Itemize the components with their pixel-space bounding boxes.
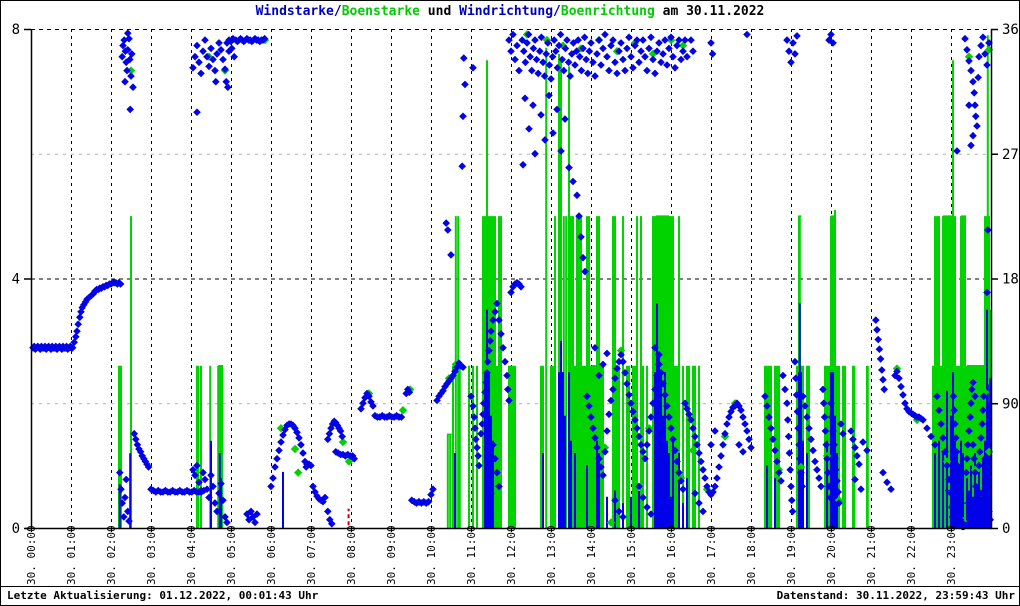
status-bar: Letzte Aktualisierung: 01.12.2022, 00:01… (1, 586, 1019, 605)
chart-title: Windstarke/Boenstarke und Windrichtung/B… (1, 4, 1019, 19)
x-axis-label: 30. 05:00 (225, 525, 238, 585)
last-update-text: Letzte Aktualisierung: 01.12.2022, 00:01… (7, 589, 319, 602)
left-axis-label: 8 (12, 22, 20, 38)
title-segment: am 30.11.2022 (654, 4, 765, 19)
x-axis-label: 30. 22:00 (905, 525, 918, 585)
x-axis-label: 30. 14:00 (585, 525, 598, 585)
title-segment: Boenstarke (341, 4, 420, 19)
x-axis-label: 30. 03:00 (145, 525, 158, 585)
x-axis-label: 30. 20:00 (825, 525, 838, 585)
title-segment: Windstarke/ (255, 4, 342, 19)
x-axis-label: 30. 17:00 (705, 525, 718, 585)
x-axis-label: 30. 23:00 (945, 525, 958, 585)
x-axis-label: 30. 08:00 (345, 525, 358, 585)
x-axis-label: 30. 07:00 (305, 525, 318, 585)
data-timestamp-text: Datenstand: 30.11.2022, 23:59:43 Uhr (776, 589, 1015, 602)
x-axis-label: 30. 21:00 (865, 525, 878, 585)
left-axis-label: 4 (12, 272, 20, 288)
right-axis-label: 0 (1002, 521, 1010, 537)
right-axis-label: 360 (1002, 22, 1020, 38)
x-axis-label: 30. 06:00 (265, 525, 278, 585)
x-axis-label: 30. 04:00 (185, 525, 198, 585)
x-axis-label: 30. 16:00 (665, 525, 678, 585)
gust-strength-bars (118, 35, 992, 528)
x-axis-label: 30. 11:00 (465, 525, 478, 585)
x-axis-label: 30. 19:00 (785, 525, 798, 585)
title-segment: Boenrichtung (560, 4, 655, 19)
x-axis-label: 30. 00:00 (25, 525, 38, 585)
x-axis-label: 30. 09:00 (385, 525, 398, 585)
x-axis-label: 30. 01:00 (65, 525, 78, 585)
x-axis-label: 30. 18:00 (745, 525, 758, 585)
x-axis-label: 30. 15:00 (625, 525, 638, 585)
x-axis-label: 30. 02:00 (105, 525, 118, 585)
right-axis-label: 270 (1002, 147, 1020, 163)
wind-chart-plot: 8 4 0 360 270 180 90 0 30. 00:00 30. 01:00 30. 02:… (12, 22, 1020, 585)
right-axis-label: 90 (1002, 396, 1019, 412)
title-segment: Windrichtung/ (459, 4, 561, 19)
title-segment: und (419, 4, 460, 19)
right-axis-label: 180 (1002, 272, 1020, 288)
wind-step-connectors (559, 489, 971, 504)
x-axis-label: 30. 12:00 (505, 525, 518, 585)
x-axis-label: 30. 13:00 (545, 525, 558, 585)
x-axis-label: 30. 10:00 (425, 525, 438, 585)
wind-direction-points (29, 29, 994, 531)
left-axis-label: 0 (12, 521, 20, 537)
